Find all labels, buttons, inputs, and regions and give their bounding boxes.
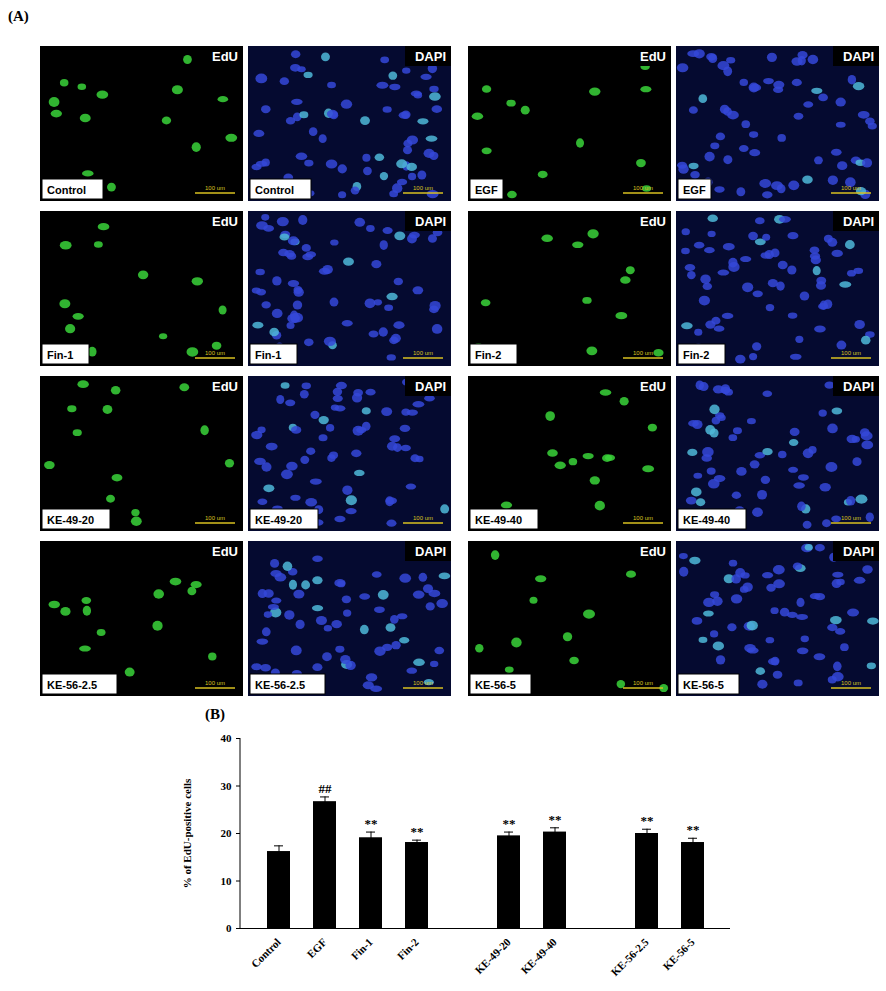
svg-text:100 um: 100 um	[841, 350, 861, 356]
html-text:(A): (A)	[8, 8, 29, 24]
svg-text:**: **	[411, 824, 424, 839]
svg-text:EdU: EdU	[212, 49, 238, 64]
svg-text:**: **	[549, 812, 562, 827]
svg-text:100 um: 100 um	[205, 185, 225, 191]
svg-text:KE-49-20: KE-49-20	[47, 514, 94, 526]
svg-text:**: **	[687, 822, 700, 837]
svg-text:0: 0	[226, 922, 232, 934]
svg-text:EdU: EdU	[212, 544, 238, 559]
svg-text:20: 20	[221, 827, 233, 839]
svg-text:100 um: 100 um	[413, 515, 433, 521]
svg-text:Control: Control	[255, 184, 294, 196]
svg-text:100 um: 100 um	[413, 680, 433, 686]
svg-text:Fin-2: Fin-2	[475, 349, 501, 361]
svg-text:Fin-2: Fin-2	[683, 349, 709, 361]
svg-text:EdU: EdU	[640, 214, 666, 229]
html-text:(B): (B)	[205, 706, 225, 722]
svg-text:100 um: 100 um	[413, 350, 433, 356]
svg-text:40: 40	[221, 732, 233, 744]
svg-text:100 um: 100 um	[841, 515, 861, 521]
svg-text:KE-49-20: KE-49-20	[472, 935, 513, 976]
svg-text:EdU: EdU	[212, 379, 238, 394]
svg-text:100 um: 100 um	[841, 680, 861, 686]
svg-text:100 um: 100 um	[633, 350, 653, 356]
svg-text:100 um: 100 um	[205, 680, 225, 686]
svg-text:100 um: 100 um	[413, 185, 433, 191]
svg-text:DAPI: DAPI	[415, 49, 446, 64]
svg-text:DAPI: DAPI	[843, 49, 874, 64]
svg-text:KE-56-5: KE-56-5	[660, 935, 697, 972]
svg-text:30: 30	[221, 780, 233, 792]
svg-text:DAPI: DAPI	[415, 214, 446, 229]
svg-text:DAPI: DAPI	[843, 214, 874, 229]
svg-text:DAPI: DAPI	[415, 544, 446, 559]
svg-text:10: 10	[221, 875, 233, 887]
svg-text:KE-49-40: KE-49-40	[683, 514, 730, 526]
svg-text:100 um: 100 um	[633, 515, 653, 521]
svg-text:% of EdU-positive cells: % of EdU-positive cells	[181, 778, 193, 888]
svg-text:**: **	[365, 816, 378, 831]
svg-text:DAPI: DAPI	[843, 544, 874, 559]
svg-text:KE-56-5: KE-56-5	[475, 679, 516, 691]
svg-text:KE-49-40: KE-49-40	[518, 935, 559, 976]
svg-text:EGF: EGF	[304, 936, 329, 961]
svg-text:##: ##	[319, 781, 333, 796]
svg-text:DAPI: DAPI	[843, 379, 874, 394]
svg-text:100 um: 100 um	[205, 350, 225, 356]
svg-text:EGF: EGF	[683, 184, 706, 196]
svg-text:**: **	[641, 813, 654, 828]
svg-text:EdU: EdU	[640, 49, 666, 64]
svg-text:KE-49-40: KE-49-40	[475, 514, 522, 526]
svg-text:DAPI: DAPI	[415, 379, 446, 394]
svg-text:KE-56-5: KE-56-5	[683, 679, 724, 691]
svg-text:EdU: EdU	[640, 544, 666, 559]
svg-text:100 um: 100 um	[633, 185, 653, 191]
svg-text:Fin-1: Fin-1	[349, 936, 375, 962]
svg-text:Control: Control	[249, 936, 283, 970]
svg-text:100 um: 100 um	[841, 185, 861, 191]
svg-text:EdU: EdU	[640, 379, 666, 394]
svg-text:Fin-1: Fin-1	[47, 349, 73, 361]
svg-text:EGF: EGF	[475, 184, 498, 196]
svg-text:KE-49-20: KE-49-20	[255, 514, 302, 526]
svg-text:100 um: 100 um	[633, 680, 653, 686]
svg-text:Fin-1: Fin-1	[255, 349, 281, 361]
svg-text:KE-56-2.5: KE-56-2.5	[255, 679, 305, 691]
svg-text:Fin-2: Fin-2	[395, 935, 422, 962]
svg-text:Control: Control	[47, 184, 86, 196]
svg-text:KE-56-2.5: KE-56-2.5	[608, 935, 651, 978]
svg-text:**: **	[503, 816, 516, 831]
svg-text:100 um: 100 um	[205, 515, 225, 521]
svg-text:EdU: EdU	[212, 214, 238, 229]
svg-text:KE-56-2.5: KE-56-2.5	[47, 679, 97, 691]
